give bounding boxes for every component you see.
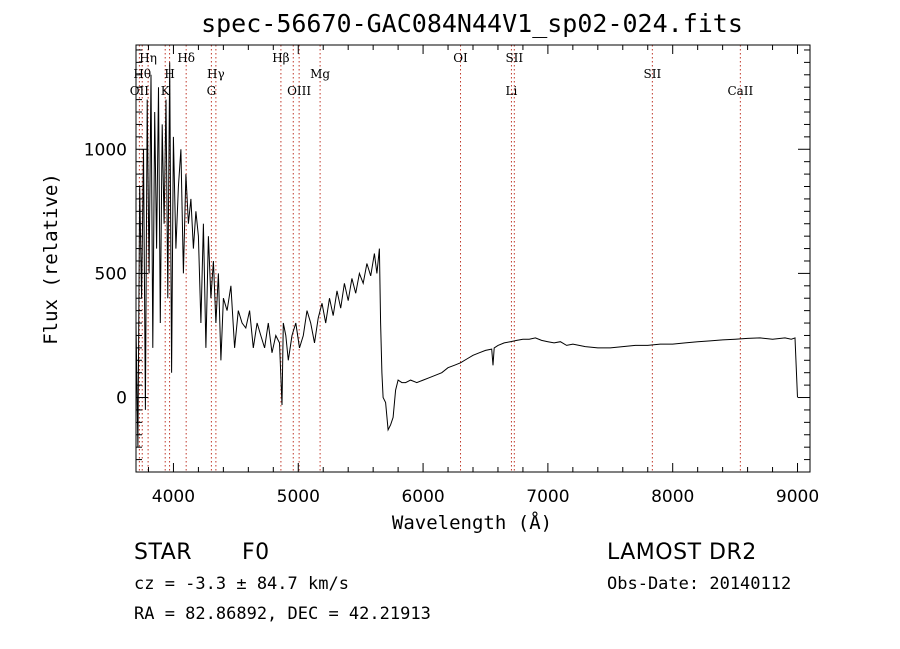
line-label-11: Mg: [310, 67, 330, 81]
emission-line-markers: [138, 45, 741, 472]
line-label-16: CaII: [727, 84, 753, 98]
y-tick-label-0: 0: [116, 389, 127, 409]
chart-title: spec-56670-GAC084N44V1_sp02-024.fits: [201, 9, 743, 38]
axis-tick-labels: 4000 5000 6000 7000 8000 9000 0 500 1000: [84, 140, 819, 507]
line-label-2: Hη: [139, 51, 157, 65]
line-label-1: Hθ: [133, 67, 151, 81]
x-tick-label-1: 5000: [277, 487, 320, 507]
line-label-12: OI: [453, 51, 468, 65]
x-tick-label-5: 9000: [776, 487, 819, 507]
line-label-3: K: [161, 84, 171, 98]
x-tick-label-2: 6000: [401, 487, 444, 507]
line-label-14: SII: [505, 51, 523, 65]
y-axis-label: Flux (relative): [40, 173, 62, 345]
line-label-8: Hβ: [272, 51, 289, 65]
observation-date: Obs-Date: 20140112: [607, 574, 792, 594]
x-tick-label-4: 8000: [651, 487, 694, 507]
object-subclass: F0: [242, 540, 270, 565]
plot-frame: [135, 44, 811, 473]
x-axis-label: Wavelength (Å): [392, 511, 552, 534]
line-label-10: OIII: [287, 84, 311, 98]
survey-name: LAMOST DR2: [607, 540, 757, 565]
line-label-13: Li: [506, 84, 518, 98]
y-tick-label-2: 1000: [84, 140, 127, 160]
axis-ticks: [136, 45, 810, 472]
line-label-0: OII: [130, 84, 150, 98]
y-tick-label-1: 500: [95, 264, 127, 284]
line-label-5: Hδ: [177, 51, 195, 65]
object-class: STAR: [134, 540, 193, 565]
line-label-15: SII: [644, 67, 662, 81]
x-tick-label-3: 7000: [526, 487, 569, 507]
line-label-6: G: [207, 84, 217, 98]
spectrum-line: [135, 62, 798, 448]
x-tick-label-0: 4000: [152, 487, 195, 507]
coordinates: RA = 82.86892, DEC = 42.21913: [134, 604, 431, 624]
line-label-7: Hγ: [207, 67, 225, 81]
radial-velocity: cz = -3.3 ± 84.7 km/s: [134, 574, 349, 594]
